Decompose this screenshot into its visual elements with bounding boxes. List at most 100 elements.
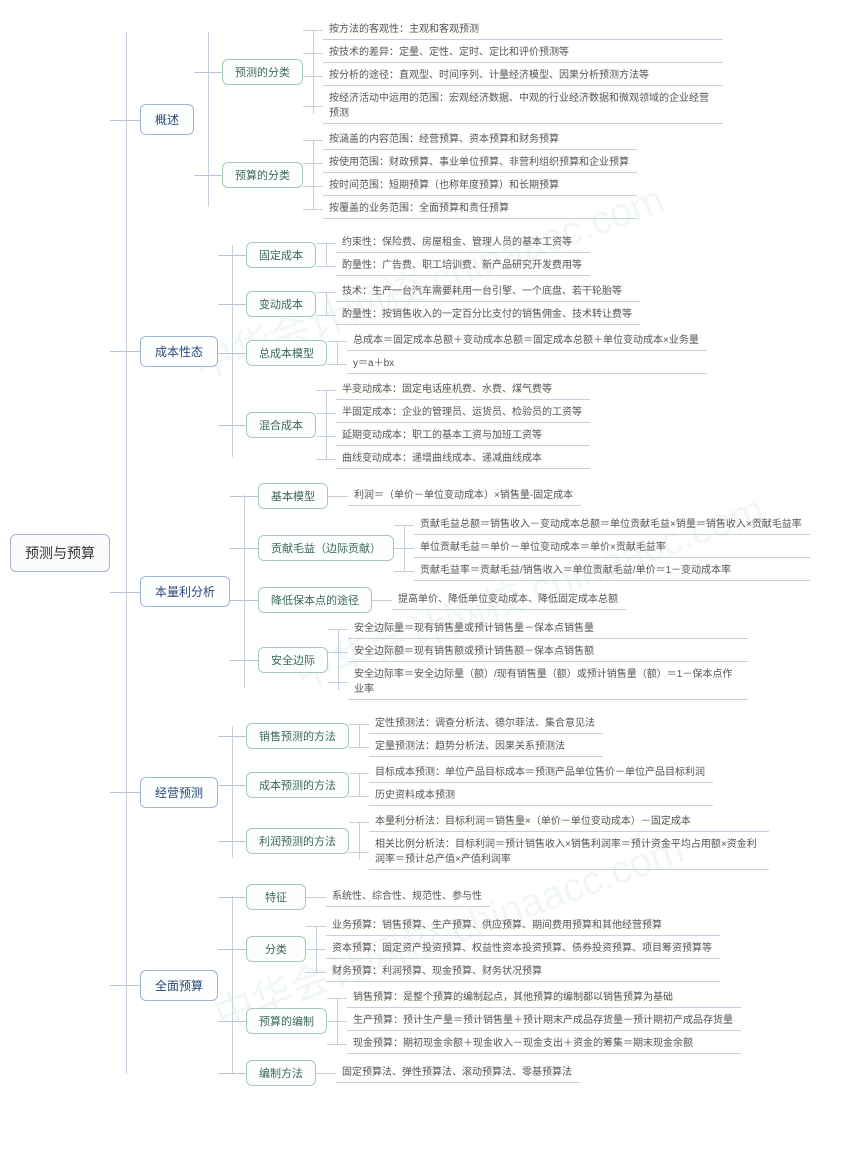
leaf-node: 利润＝（单价－单位变动成本）×销售量-固定成本: [348, 486, 581, 506]
leaf-node: 历史资料成本预测: [369, 786, 713, 806]
leaf-node: 系统性、综合性、规范性、参与性: [326, 887, 490, 907]
level2-children: 固定成本约束性：保险费、房屋租金、管理人员的基本工资等酌量性：广告费、职工培训费…: [246, 233, 707, 469]
level2-node: 贡献毛益（边际贡献）: [258, 535, 394, 561]
level2-branch: 混合成本半变动成本：固定电话座机费、水费、煤气费等半固定成本：企业的管理员、运货…: [246, 380, 707, 469]
level1-node: 全面预算: [140, 970, 218, 1001]
level2-node: 混合成本: [246, 412, 316, 438]
level1-branch: 经营预测销售预测的方法定性预测法：调查分析法、德尔菲法、集合意见法定量预测法：趋…: [140, 714, 810, 870]
level2-node: 预算的编制: [246, 1008, 327, 1034]
leaf-children: 贡献毛益总额＝销售收入－变动成本总额＝单位贡献毛益×销量＝销售收入×贡献毛益率单…: [414, 515, 810, 581]
level2-node: 特征: [246, 884, 306, 910]
level1-branch: 全面预算特征系统性、综合性、规范性、参与性分类业务预算：销售预算、生产预算、供应…: [140, 884, 810, 1086]
level2-branch: 基本模型利润＝（单价－单位变动成本）×销售量-固定成本: [258, 483, 810, 509]
leaf-children: 约束性：保险费、房屋租金、管理人员的基本工资等酌量性：广告费、职工培训费、新产品…: [336, 233, 590, 276]
leaf-node: 技术：生产一台汽车需要耗用一台引擎、一个底盘、若干轮胎等: [336, 282, 640, 302]
leaf-children: 安全边际量＝现有销售量或预计销售量－保本点销售量安全边际额＝现有销售额或预计销售…: [348, 619, 748, 700]
leaf-children: 定性预测法：调查分析法、德尔菲法、集合意见法定量预测法：趋势分析法、因果关系预测…: [369, 714, 603, 757]
leaf-children: 本量利分析法：目标利润＝销售量×（单价－单位变动成本）－固定成本相关比例分析法：…: [369, 812, 769, 870]
level2-branch: 销售预测的方法定性预测法：调查分析法、德尔菲法、集合意见法定量预测法：趋势分析法…: [246, 714, 769, 757]
leaf-node: 半变动成本：固定电话座机费、水费、煤气费等: [336, 380, 590, 400]
leaf-node: 按技术的差异：定量、定性、定时、定比和评价预测等: [323, 43, 723, 63]
level2-node: 编制方法: [246, 1060, 316, 1086]
leaf-node: 现金预算：期初现金余额＋现金收入－现金支出＋资金的筹集＝期末现金余额: [347, 1034, 741, 1054]
leaf-node: 固定预算法、弹性预算法、滚动预算法、零基预算法: [336, 1063, 580, 1083]
leaf-node: 总成本＝固定成本总额＋变动成本总额＝固定成本总额＋单位变动成本×业务量: [347, 331, 707, 351]
leaf-node: 销售预算：是整个预算的编制起点，其他预算的编制都以销售预算为基础: [347, 988, 741, 1008]
leaf-children: 销售预算：是整个预算的编制起点，其他预算的编制都以销售预算为基础生产预算：预计生…: [347, 988, 741, 1054]
leaf-node: 按涵盖的内容范围：经营预算、资本预算和财务预算: [323, 130, 637, 150]
leaf-node: 贡献毛益率＝贡献毛益/销售收入＝单位贡献毛益/单价＝1－变动成本率: [414, 561, 810, 581]
level2-branch: 成本预测的方法目标成本预测：单位产品目标成本＝预测产品单位售价－单位产品目标利润…: [246, 763, 769, 806]
leaf-node: 酌量性：广告费、职工培训费、新产品研究开发费用等: [336, 256, 590, 276]
leaf-node: 按分析的途径：直观型、时间序列、计量经济模型、因果分析预测方法等: [323, 66, 723, 86]
leaf-node: y＝a＋bx: [347, 354, 707, 374]
leaf-node: 按经济活动中运用的范围：宏观经济数据、中观的行业经济数据和微观领域的企业经营预测: [323, 89, 723, 124]
leaf-children: 技术：生产一台汽车需要耗用一台引擎、一个底盘、若干轮胎等酌量性：按销售收入的一定…: [336, 282, 640, 325]
leaf-children: 利润＝（单价－单位变动成本）×销售量-固定成本: [348, 486, 581, 506]
leaf-node: 定量预测法：趋势分析法、因果关系预测法: [369, 737, 603, 757]
leaf-node: 业务预算：销售预算、生产预算、供应预算、期间费用预算和其他经营预算: [326, 916, 720, 936]
level2-children: 基本模型利润＝（单价－单位变动成本）×销售量-固定成本贡献毛益（边际贡献）贡献毛…: [258, 483, 810, 700]
mindmap-container: 预测与预算 概述预测的分类按方法的客观性：主观和客观预测按技术的差异：定量、定性…: [10, 20, 832, 1086]
level2-node: 销售预测的方法: [246, 723, 349, 749]
leaf-node: 目标成本预测：单位产品目标成本＝预测产品单位售价－单位产品目标利润: [369, 763, 713, 783]
leaf-node: 按覆盖的业务范围：全面预算和责任预算: [323, 199, 637, 219]
leaf-children: 固定预算法、弹性预算法、滚动预算法、零基预算法: [336, 1063, 580, 1083]
level2-branch: 贡献毛益（边际贡献） 贡献毛益总额＝销售收入－变动成本总额＝单位贡献毛益×销量＝销…: [258, 515, 810, 581]
level2-branch: 降低保本点的途径提高单价、降低单位变动成本、降低固定成本总额: [258, 587, 810, 613]
level2-children: 预测的分类按方法的客观性：主观和客观预测按技术的差异：定量、定性、定时、定比和评…: [222, 20, 723, 219]
leaf-children: 目标成本预测：单位产品目标成本＝预测产品单位售价－单位产品目标利润历史资料成本预…: [369, 763, 713, 806]
leaf-node: 生产预算：预计生产量＝预计销售量＋预计期末产成品存货量－预计期初产成品存货量: [347, 1011, 741, 1031]
level2-node: 降低保本点的途径: [258, 587, 372, 613]
leaf-node: 单位贡献毛益＝单价－单位变动成本＝单价×贡献毛益率: [414, 538, 810, 558]
level1-branch: 成本性态固定成本约束性：保险费、房屋租金、管理人员的基本工资等酌量性：广告费、职…: [140, 233, 810, 469]
level2-branch: 总成本模型总成本＝固定成本总额＋变动成本总额＝固定成本总额＋单位变动成本×业务量…: [246, 331, 707, 374]
level2-branch: 变动成本技术：生产一台汽车需要耗用一台引擎、一个底盘、若干轮胎等酌量性：按销售收…: [246, 282, 707, 325]
level2-branch: 预算的编制销售预算：是整个预算的编制起点，其他预算的编制都以销售预算为基础生产预…: [246, 988, 741, 1054]
level2-children: 特征系统性、综合性、规范性、参与性分类业务预算：销售预算、生产预算、供应预算、期…: [246, 884, 741, 1086]
level2-node: 利润预测的方法: [246, 828, 349, 854]
level2-node: 变动成本: [246, 291, 316, 317]
leaf-children: 按涵盖的内容范围：经营预算、资本预算和财务预算按使用范围：财政预算、事业单位预算…: [323, 130, 637, 219]
leaf-node: 按方法的客观性：主观和客观预测: [323, 20, 723, 40]
leaf-node: 半固定成本：企业的管理员、运货员、检验员的工资等: [336, 403, 590, 423]
level2-node: 安全边际: [258, 647, 328, 673]
level1-children: 概述预测的分类按方法的客观性：主观和客观预测按技术的差异：定量、定性、定时、定比…: [140, 20, 810, 1086]
level1-branch: 概述预测的分类按方法的客观性：主观和客观预测按技术的差异：定量、定性、定时、定比…: [140, 20, 810, 219]
leaf-node: 按时间范围：短期预算（也称年度预算）和长期预算: [323, 176, 637, 196]
leaf-node: 财务预算：利润预算、现金预算、财务状况预算: [326, 962, 720, 982]
level2-node: 预测的分类: [222, 59, 303, 85]
level2-branch: 预算的分类按涵盖的内容范围：经营预算、资本预算和财务预算按使用范围：财政预算、事…: [222, 130, 723, 219]
leaf-node: 相关比例分析法：目标利润＝预计销售收入×销售利润率＝预计资金平均占用额×资金利润…: [369, 835, 769, 870]
leaf-node: 按使用范围：财政预算、事业单位预算、非营利组织预算和企业预算: [323, 153, 637, 173]
level2-node: 总成本模型: [246, 340, 327, 366]
leaf-node: 本量利分析法：目标利润＝销售量×（单价－单位变动成本）－固定成本: [369, 812, 769, 832]
level1-branch: 本量利分析基本模型利润＝（单价－单位变动成本）×销售量-固定成本贡献毛益（边际贡…: [140, 483, 810, 700]
level2-branch: 编制方法固定预算法、弹性预算法、滚动预算法、零基预算法: [246, 1060, 741, 1086]
leaf-node: 曲线变动成本：递增曲线成本、递减曲线成本: [336, 449, 590, 469]
leaf-children: 按方法的客观性：主观和客观预测按技术的差异：定量、定性、定时、定比和评价预测等按…: [323, 20, 723, 124]
leaf-node: 酌量性：按销售收入的一定百分比支付的销售佣金、技术转让费等: [336, 305, 640, 325]
leaf-children: 提高单价、降低单位变动成本、降低固定成本总额: [392, 590, 626, 610]
level2-branch: 预测的分类按方法的客观性：主观和客观预测按技术的差异：定量、定性、定时、定比和评…: [222, 20, 723, 124]
leaf-node: 安全边际量＝现有销售量或预计销售量－保本点销售量: [348, 619, 748, 639]
level2-branch: 安全边际安全边际量＝现有销售量或预计销售量－保本点销售量安全边际额＝现有销售额或…: [258, 619, 810, 700]
leaf-children: 半变动成本：固定电话座机费、水费、煤气费等半固定成本：企业的管理员、运货员、检验…: [336, 380, 590, 469]
level1-node: 概述: [140, 104, 194, 135]
level1-node: 经营预测: [140, 777, 218, 808]
level1-node: 本量利分析: [140, 576, 230, 607]
leaf-children: 总成本＝固定成本总额＋变动成本总额＝固定成本总额＋单位变动成本×业务量 y＝a＋b…: [347, 331, 707, 374]
leaf-node: 延期变动成本：职工的基本工资与加班工资等: [336, 426, 590, 446]
leaf-node: 安全边际额＝现有销售额或预计销售额－保本点销售额: [348, 642, 748, 662]
leaf-children: 系统性、综合性、规范性、参与性: [326, 887, 490, 907]
leaf-node: 约束性：保险费、房屋租金、管理人员的基本工资等: [336, 233, 590, 253]
level2-node: 成本预测的方法: [246, 772, 349, 798]
level2-branch: 固定成本约束性：保险费、房屋租金、管理人员的基本工资等酌量性：广告费、职工培训费…: [246, 233, 707, 276]
leaf-node: 安全边际率＝安全边际量（额）/现有销售量（额）或预计销售量（额）＝1－保本点作业…: [348, 665, 748, 700]
level2-children: 销售预测的方法定性预测法：调查分析法、德尔菲法、集合意见法定量预测法：趋势分析法…: [246, 714, 769, 870]
level2-node: 固定成本: [246, 242, 316, 268]
root-node: 预测与预算: [10, 534, 110, 572]
level2-branch: 分类业务预算：销售预算、生产预算、供应预算、期间费用预算和其他经营预算资本预算：…: [246, 916, 741, 982]
level2-node: 预算的分类: [222, 162, 303, 188]
leaf-node: 提高单价、降低单位变动成本、降低固定成本总额: [392, 590, 626, 610]
